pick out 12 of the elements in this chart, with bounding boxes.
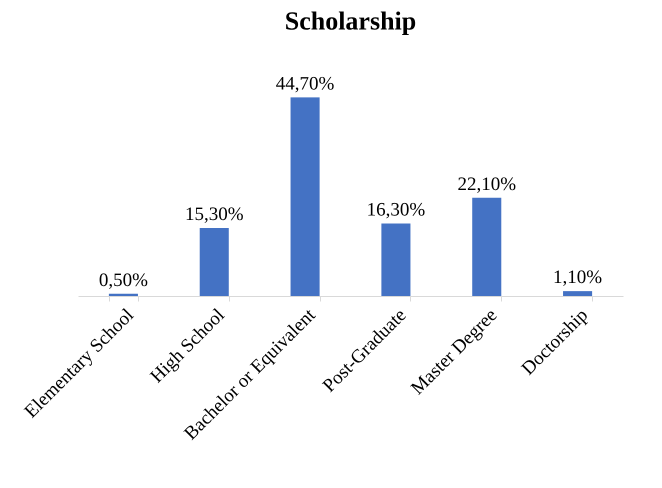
bar (381, 224, 410, 296)
data-label: 16,30% (366, 200, 426, 221)
data-label: 0,50% (98, 270, 148, 291)
data-label: 22,10% (457, 174, 516, 195)
data-label: 44,70% (276, 73, 335, 94)
data-label: 1,10% (553, 267, 602, 288)
data-label: 15,30% (184, 204, 244, 225)
bar (290, 97, 320, 296)
bar (563, 291, 592, 296)
bar (472, 198, 502, 296)
chart-title: Scholarship (284, 6, 416, 36)
bar (200, 228, 229, 296)
